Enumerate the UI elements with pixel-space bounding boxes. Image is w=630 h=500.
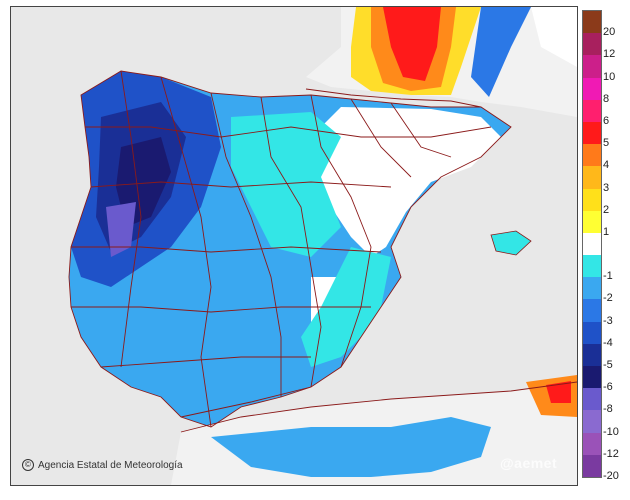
legend-label: -6 (603, 381, 613, 394)
legend-swatch (583, 343, 601, 367)
legend-label: -3 (603, 314, 613, 327)
legend-swatch (583, 55, 601, 79)
cold-anomaly-alps (471, 7, 531, 97)
legend-swatch (583, 210, 601, 234)
legend-label: 5 (603, 137, 610, 150)
legend-label: -5 (603, 359, 613, 372)
legend-swatch (583, 77, 601, 101)
legend-label: -10 (603, 425, 619, 438)
temperature-anomaly-map (10, 6, 578, 486)
legend-label: -12 (603, 447, 619, 460)
africa-coastline (180, 381, 577, 433)
legend-swatch (583, 232, 601, 256)
legend-label: 1 (603, 225, 610, 238)
warm-anomaly-core (383, 7, 441, 81)
copyright-icon: © (22, 459, 34, 471)
legend-label: 12 (603, 48, 616, 61)
legend-swatch (583, 188, 601, 212)
legend-label: 4 (603, 159, 610, 172)
legend-swatch (583, 388, 601, 411)
legend-swatch (583, 121, 601, 145)
legend-swatch (583, 432, 601, 456)
legend-label: -1 (603, 270, 613, 283)
cold-north-africa (211, 417, 491, 477)
legend-label: 2 (603, 203, 610, 216)
legend-label: -20 (603, 470, 619, 482)
france-border (305, 88, 482, 108)
map-canvas (11, 7, 577, 485)
legend-label: 20 (603, 26, 616, 39)
legend-swatch (583, 277, 601, 300)
neutral-northeast (311, 107, 501, 257)
legend-swatch (583, 454, 601, 478)
legend-swatch (583, 166, 601, 190)
legend-swatch (583, 144, 601, 167)
neutral-east (531, 7, 577, 67)
legend-swatch (583, 410, 601, 434)
province-boundaries (68, 70, 512, 428)
legend-label: -4 (603, 336, 613, 349)
legend-swatch (583, 321, 601, 345)
legend-swatch (583, 11, 601, 34)
legend-swatch (583, 99, 601, 123)
color-legend (582, 10, 602, 478)
credit-line: © Agencia Estatal de Meteorología (22, 459, 183, 471)
legend-label: 3 (603, 181, 610, 194)
legend-label: -2 (603, 292, 613, 305)
legend-swatch (583, 255, 601, 278)
legend-label: 8 (603, 92, 610, 105)
credit-text: Agencia Estatal de Meteorología (38, 459, 183, 471)
legend-label: 10 (603, 70, 616, 83)
legend-label: 6 (603, 114, 610, 127)
warm-algeria-core (546, 381, 571, 403)
legend-label: -8 (603, 403, 613, 416)
aemet-watermark: @aemet (500, 455, 558, 471)
slight-cold-center (231, 112, 341, 257)
cold-purple-patch (106, 202, 136, 257)
legend-swatch (583, 33, 601, 56)
balearic-islands (490, 230, 532, 256)
legend-swatch (583, 299, 601, 323)
legend-swatch (583, 366, 601, 389)
